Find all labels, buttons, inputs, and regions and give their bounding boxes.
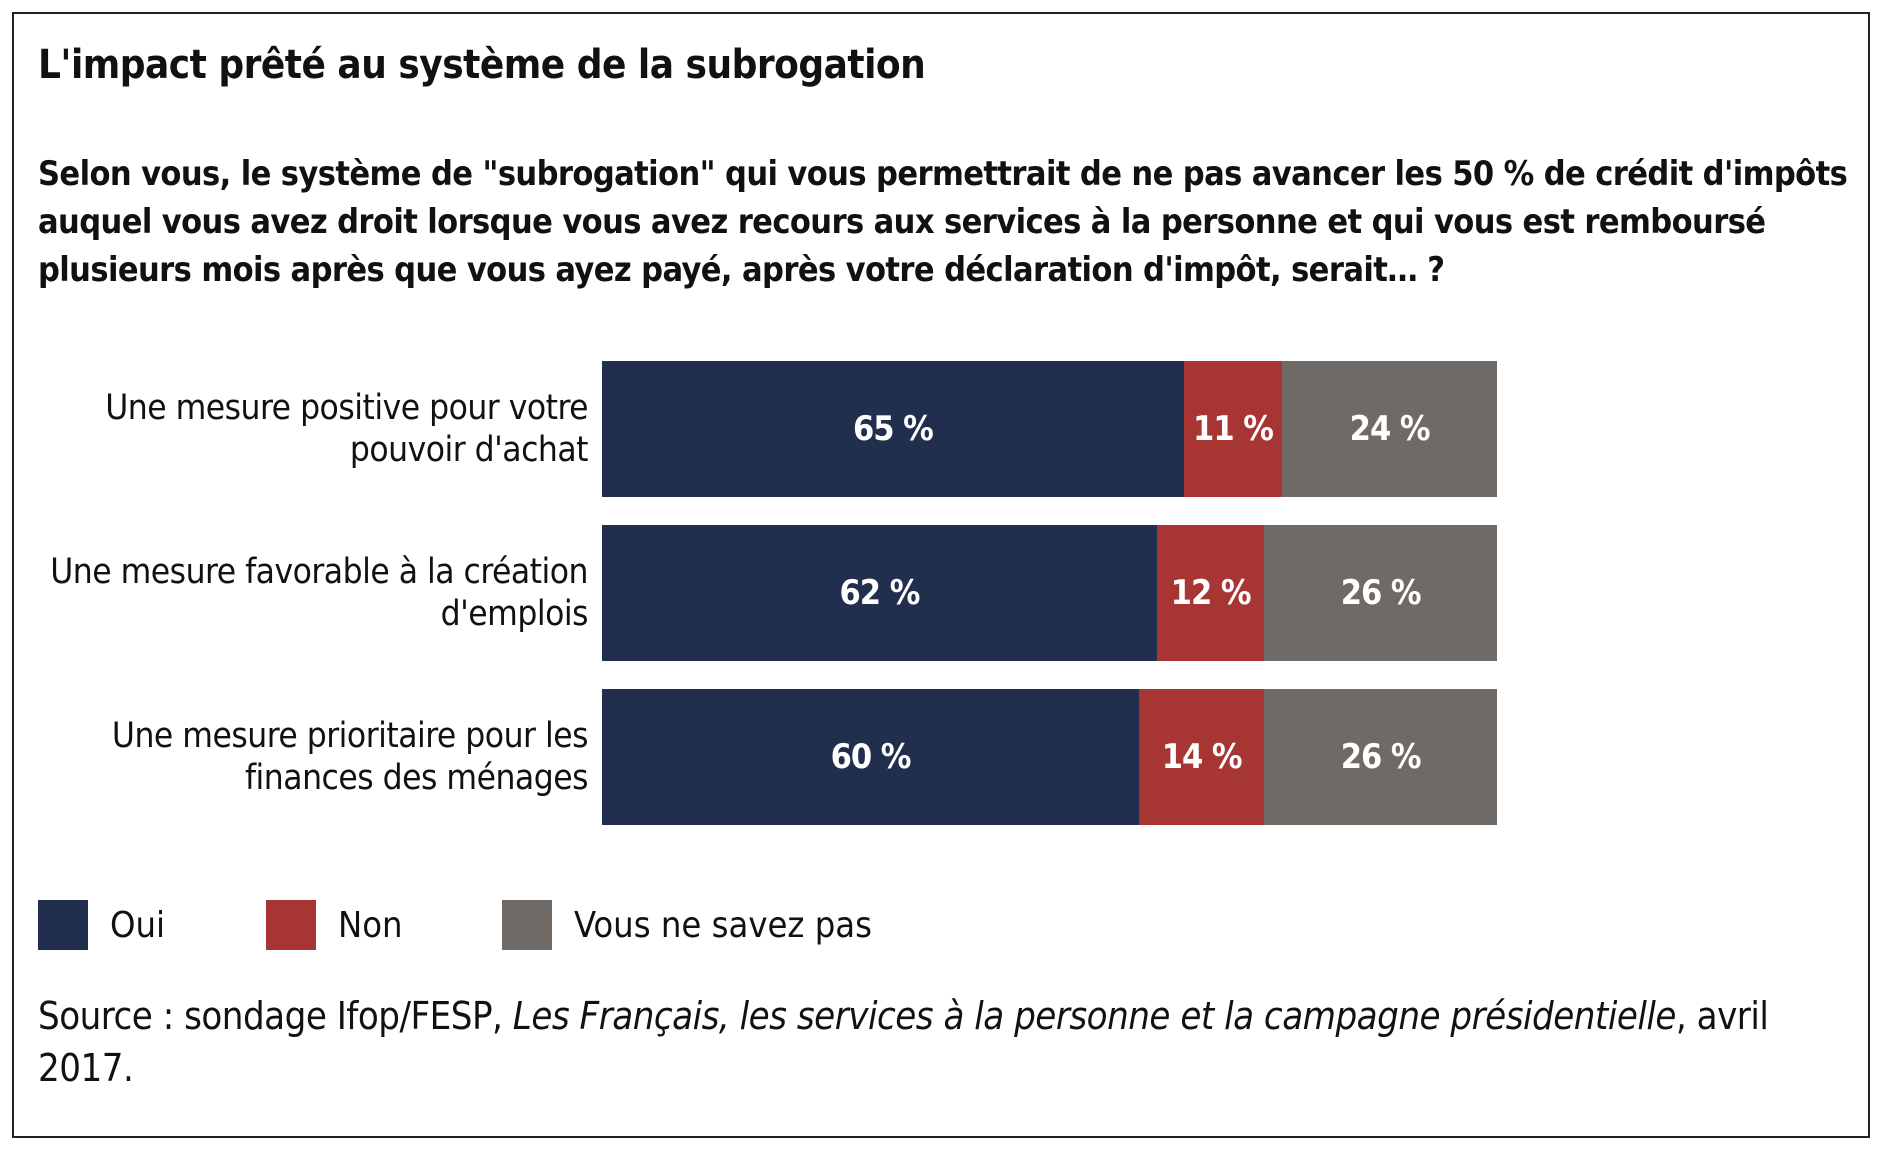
data-label: 26 %	[1340, 573, 1422, 613]
bar-segment-vous-ne-savez-pas: 26 %	[1264, 525, 1497, 661]
category-label: Une mesure prioritaire pour les finances…	[111, 716, 589, 798]
legend-swatch	[266, 900, 316, 950]
legend-item: Vous ne savez pas	[502, 900, 872, 950]
source-title: Les Français, les services à la personne…	[512, 994, 1677, 1038]
bar-segment-vous-ne-savez-pas: 24 %	[1282, 361, 1497, 497]
legend-label: Vous ne savez pas	[574, 904, 872, 946]
data-label: 14 %	[1161, 737, 1243, 777]
category-label: Une mesure favorable à la création d'emp…	[50, 552, 588, 634]
chart-title: L'impact prêté au système de la subrogat…	[38, 42, 926, 88]
bar-segment-oui: 62 %	[602, 525, 1157, 661]
chart-frame	[12, 12, 1870, 1138]
source-note: Source : sondage Ifop/FESP, Les Français…	[38, 990, 1858, 1094]
data-label: 60 %	[830, 737, 912, 777]
legend-swatch	[502, 900, 552, 950]
source-suffix: , avril 2017.	[38, 994, 1769, 1090]
data-label: 12 %	[1170, 573, 1252, 613]
bar-segment-non: 11 %	[1183, 361, 1283, 497]
data-label: 26 %	[1340, 737, 1422, 777]
bar-segment-oui: 65 %	[602, 361, 1184, 497]
legend-label: Oui	[110, 904, 166, 946]
bar-segment-vous-ne-savez-pas: 26 %	[1264, 689, 1497, 825]
chart-subtitle: Selon vous, le système de "subrogation" …	[38, 154, 1848, 290]
bar-segment-oui: 60 %	[602, 689, 1139, 825]
data-label: 62 %	[839, 573, 921, 613]
data-label: 65 %	[852, 409, 934, 449]
bar-segment-non: 12 %	[1156, 525, 1265, 661]
source-prefix: Source : sondage Ifop/FESP,	[38, 994, 513, 1038]
category-label: Une mesure positive pour votre pouvoir d…	[105, 388, 588, 470]
bar-segment-non: 14 %	[1139, 689, 1265, 825]
data-label: 11 %	[1193, 409, 1274, 449]
legend-label: Non	[338, 904, 403, 946]
legend-swatch	[38, 900, 88, 950]
legend-item: Oui	[38, 900, 165, 950]
legend-item: Non	[266, 900, 403, 950]
data-label: 24 %	[1349, 409, 1431, 449]
